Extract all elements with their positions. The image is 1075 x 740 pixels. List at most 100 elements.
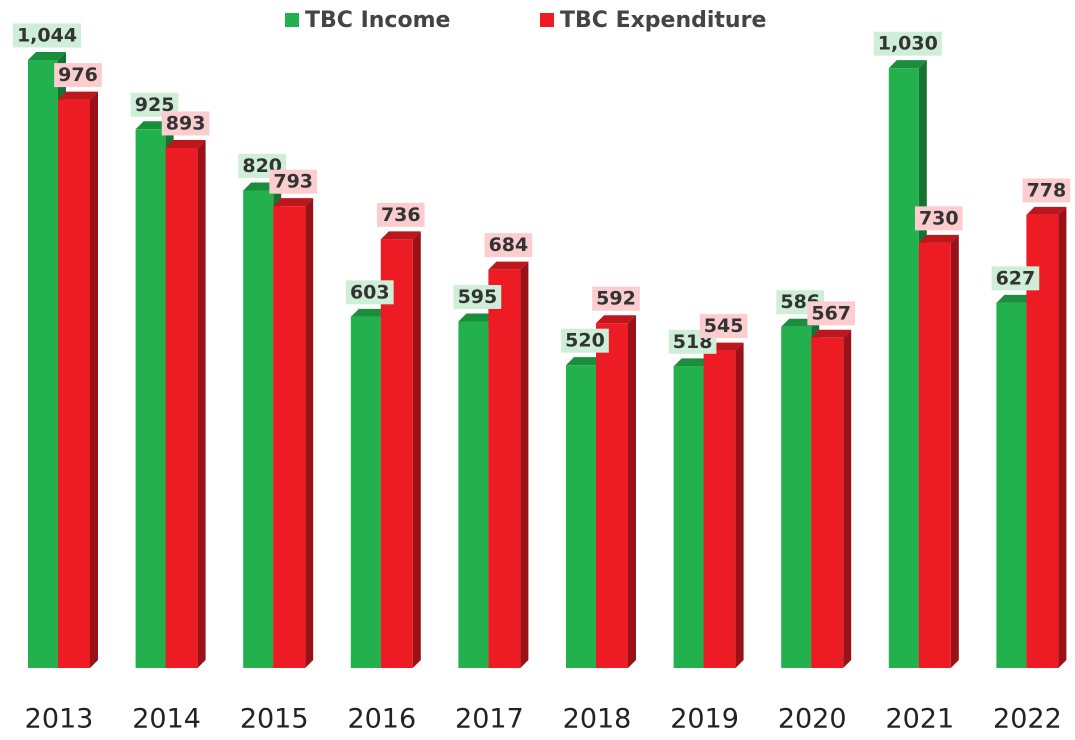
value-label-bg bbox=[453, 284, 502, 309]
bar-top bbox=[811, 329, 852, 338]
value-label-bg bbox=[376, 202, 425, 227]
x-tick-label: 2021 bbox=[885, 704, 954, 735]
bar-side bbox=[520, 261, 529, 668]
bar-side bbox=[950, 234, 959, 668]
bar-side bbox=[90, 91, 98, 668]
bar-top bbox=[673, 358, 712, 367]
value-label-bg bbox=[914, 206, 963, 231]
bar-side bbox=[843, 329, 852, 668]
bar-top bbox=[28, 52, 66, 60]
bar-top bbox=[918, 234, 959, 243]
bar-side bbox=[1058, 206, 1067, 669]
bar bbox=[165, 147, 198, 668]
bar-side bbox=[628, 315, 636, 668]
bar bbox=[243, 190, 274, 669]
value-label: 603 bbox=[350, 281, 390, 303]
value-label: 736 bbox=[381, 204, 421, 226]
value-label: 1,044 bbox=[17, 25, 77, 47]
value-label-bg bbox=[873, 31, 942, 56]
bar-group bbox=[1026, 206, 1067, 669]
bar bbox=[703, 350, 736, 668]
bar-side bbox=[735, 342, 744, 668]
bar-top bbox=[888, 60, 927, 69]
value-label: 567 bbox=[811, 302, 851, 324]
bar-top bbox=[273, 198, 314, 207]
bar-group bbox=[918, 234, 959, 668]
value-label: 684 bbox=[489, 234, 529, 256]
value-label: 1,030 bbox=[878, 33, 938, 55]
bar-group bbox=[58, 91, 98, 668]
bar-top bbox=[58, 91, 98, 100]
bar-top bbox=[165, 139, 206, 148]
value-label: 730 bbox=[919, 207, 959, 229]
bar bbox=[1026, 214, 1059, 669]
value-label-bg bbox=[1022, 178, 1071, 203]
value-label-bg bbox=[269, 169, 318, 194]
value-label: 627 bbox=[996, 267, 1036, 289]
bar-group bbox=[703, 342, 744, 668]
bar-top bbox=[996, 294, 1035, 303]
value-label-bg bbox=[807, 301, 856, 326]
bar bbox=[781, 326, 812, 668]
bar-group bbox=[165, 139, 206, 668]
value-label-bg bbox=[699, 314, 748, 339]
bar-top bbox=[350, 308, 389, 317]
x-tick-label: 2019 bbox=[670, 704, 739, 735]
bar-group bbox=[811, 329, 852, 668]
value-label-bg bbox=[484, 233, 533, 258]
bar bbox=[888, 68, 919, 668]
bar bbox=[488, 269, 521, 668]
bar bbox=[596, 323, 628, 668]
bar-side bbox=[412, 231, 421, 668]
value-label: 793 bbox=[273, 171, 313, 193]
bar bbox=[673, 366, 704, 668]
legend-swatch bbox=[540, 13, 554, 27]
x-tick-label: 2015 bbox=[240, 704, 309, 735]
legend-label: TBC Expenditure bbox=[560, 8, 766, 33]
x-tick-label: 2013 bbox=[25, 704, 94, 735]
value-label-bg bbox=[592, 286, 640, 311]
bar bbox=[350, 316, 381, 668]
bar-top bbox=[596, 315, 636, 324]
bar bbox=[566, 365, 596, 668]
bar-side bbox=[197, 139, 206, 668]
value-label: 592 bbox=[596, 288, 636, 310]
legend-swatch bbox=[285, 13, 299, 27]
bar bbox=[273, 206, 306, 668]
value-label: 893 bbox=[166, 112, 206, 134]
value-label: 976 bbox=[58, 64, 98, 86]
bar-side bbox=[305, 198, 314, 668]
bar bbox=[135, 129, 166, 669]
value-label-bg bbox=[345, 280, 394, 305]
x-tick-label: 2016 bbox=[347, 704, 416, 735]
bar bbox=[28, 60, 58, 668]
x-tick-label: 2014 bbox=[132, 704, 201, 735]
bar bbox=[918, 242, 951, 668]
bar-top bbox=[488, 261, 529, 270]
bar-top bbox=[1026, 206, 1067, 215]
bar bbox=[811, 337, 844, 668]
x-tick-label: 2022 bbox=[993, 704, 1062, 735]
bar bbox=[58, 99, 90, 668]
bar-group bbox=[488, 261, 529, 668]
bar bbox=[380, 239, 413, 668]
value-label-bg bbox=[161, 111, 210, 136]
value-label-bg bbox=[991, 266, 1040, 291]
bar bbox=[458, 321, 489, 668]
legend-label: TBC Income bbox=[305, 8, 450, 33]
value-label-bg bbox=[12, 23, 82, 48]
value-label: 545 bbox=[704, 315, 744, 337]
value-label: 778 bbox=[1027, 179, 1067, 201]
bar-group bbox=[273, 198, 314, 668]
bar-group bbox=[596, 315, 636, 668]
x-tick-label: 2017 bbox=[455, 704, 524, 735]
x-tick-label: 2018 bbox=[563, 704, 632, 735]
value-label: 925 bbox=[135, 94, 175, 116]
bar bbox=[996, 302, 1027, 668]
bar-top bbox=[380, 231, 421, 240]
bar-top bbox=[458, 313, 497, 322]
bar-group bbox=[380, 231, 421, 668]
value-label: 595 bbox=[458, 286, 498, 308]
bar-top bbox=[566, 357, 604, 366]
